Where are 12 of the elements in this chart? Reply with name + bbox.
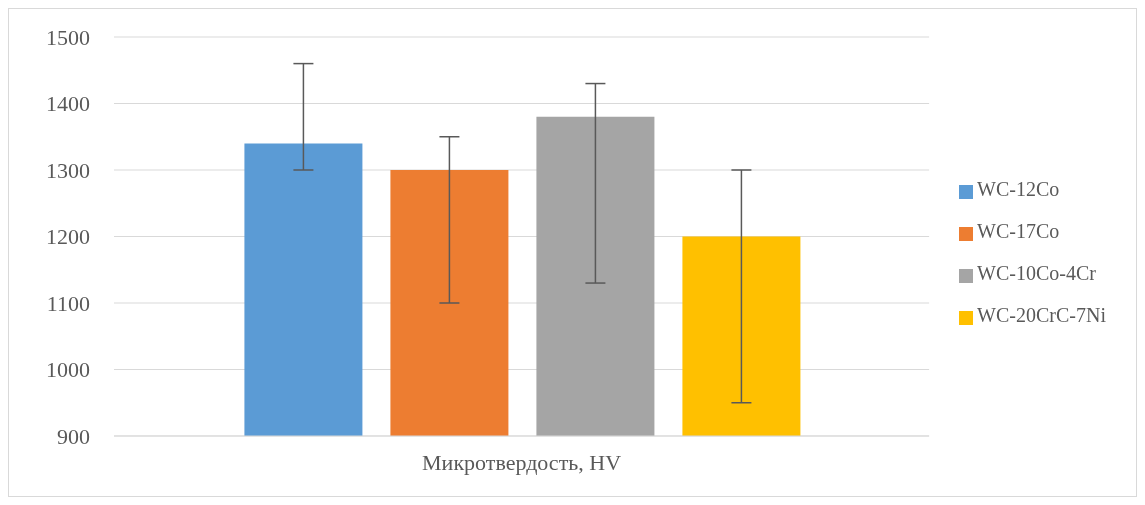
y-tick-label: 1300: [46, 157, 90, 183]
legend-label: WC-10Co-4Cr: [977, 261, 1096, 284]
y-tick-label: 1500: [46, 24, 90, 50]
legend-label: WC-20CrC-7Ni: [977, 303, 1106, 326]
y-tick-label: 1100: [46, 290, 90, 316]
y-tick-label: 900: [57, 423, 90, 449]
legend-label: WC-17Co: [977, 219, 1060, 242]
x-tick-label: Микротвердость, HV: [422, 449, 622, 475]
y-tick-label: 1000: [46, 357, 90, 383]
legend-label: WC-12Co: [977, 177, 1060, 200]
y-tick-label: 1400: [46, 91, 90, 117]
y-tick-label: 1200: [46, 224, 90, 250]
